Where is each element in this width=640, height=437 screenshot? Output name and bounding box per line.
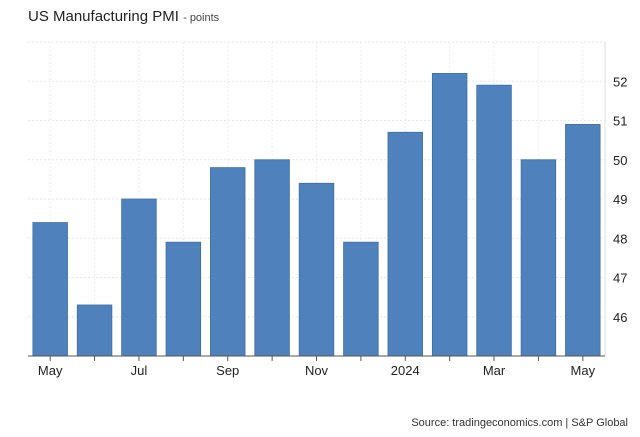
- bar-may-2023: [32, 222, 68, 357]
- x-tick-label-10: Mar: [483, 363, 506, 378]
- bar-jun-2023: [76, 304, 113, 357]
- chart-title: US Manufacturing PMI - points: [28, 8, 219, 25]
- chart-title-text: US Manufacturing PMI: [28, 8, 179, 25]
- bar-oct-2023: [254, 159, 290, 357]
- x-tick-label-2: Jul: [131, 363, 148, 378]
- bar-may-2024: [565, 124, 601, 357]
- chart-unit-text: points: [189, 12, 220, 24]
- x-tick-label-4: Sep: [216, 363, 239, 378]
- bar-apr-2024: [520, 159, 557, 357]
- chart-source: Source: tradingeconomics.com | S&P Globa…: [411, 417, 628, 429]
- x-tick-label-8: 2024: [391, 363, 420, 378]
- x-tick-label-0: May: [38, 363, 63, 378]
- y-tick-label-50: 50: [613, 153, 627, 168]
- bar-dec-2023: [343, 241, 379, 357]
- bar-mar-2024: [476, 84, 512, 357]
- bar-jul-2023: [121, 198, 157, 357]
- bar-jan-2024: [387, 131, 423, 357]
- y-tick-label-51: 51: [613, 114, 627, 129]
- y-tick-label-52: 52: [613, 74, 627, 89]
- y-tick-label-46: 46: [613, 310, 627, 325]
- chart-unit: - points: [183, 12, 220, 24]
- x-tick-label-6: Nov: [305, 363, 329, 378]
- bar-nov-2023: [298, 182, 335, 357]
- x-tick-label-12: May: [571, 363, 596, 378]
- bar-sep-2023: [210, 167, 246, 357]
- bar-aug-2023: [165, 241, 202, 357]
- y-tick-label-47: 47: [613, 271, 627, 286]
- bar-feb-2024: [431, 73, 468, 357]
- y-tick-label-48: 48: [613, 231, 627, 246]
- y-tick-label-49: 49: [613, 192, 627, 207]
